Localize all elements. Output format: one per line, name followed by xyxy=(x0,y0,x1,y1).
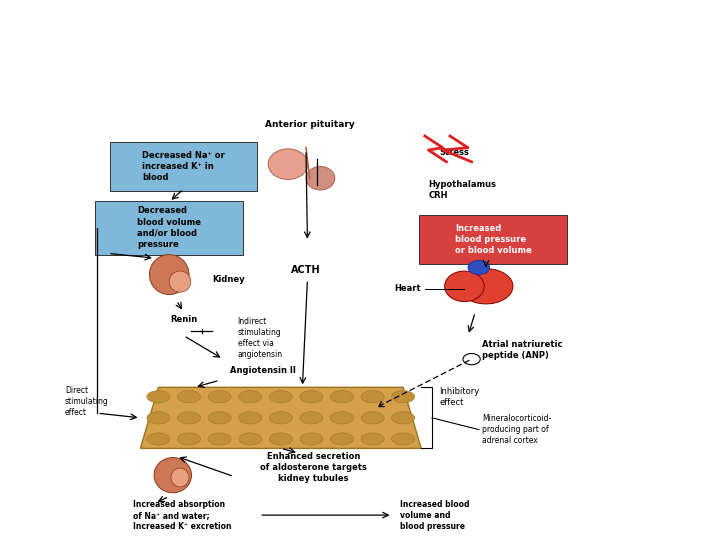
Text: Anterior pituitary: Anterior pituitary xyxy=(265,120,354,129)
Text: Atrial natriuretic
peptide (ANP): Atrial natriuretic peptide (ANP) xyxy=(482,340,563,360)
Text: Increased absorption
of Na⁺ and water;
Increased K⁺ excretion: Increased absorption of Na⁺ and water; I… xyxy=(133,500,232,531)
Ellipse shape xyxy=(169,271,191,292)
Text: Direct
stimulating
effect: Direct stimulating effect xyxy=(65,386,109,417)
Ellipse shape xyxy=(239,411,262,424)
Ellipse shape xyxy=(208,411,231,424)
FancyBboxPatch shape xyxy=(109,142,258,191)
Text: Angiotensin II: Angiotensin II xyxy=(230,366,296,375)
Ellipse shape xyxy=(392,411,415,424)
Ellipse shape xyxy=(268,149,308,179)
FancyBboxPatch shape xyxy=(95,200,243,254)
Ellipse shape xyxy=(147,433,170,445)
Text: Hypothalamus
CRH: Hypothalamus CRH xyxy=(428,180,496,200)
Ellipse shape xyxy=(300,411,323,424)
Ellipse shape xyxy=(239,433,262,445)
Text: ACTH: ACTH xyxy=(291,265,321,275)
Ellipse shape xyxy=(300,433,323,445)
Text: Heart: Heart xyxy=(395,284,421,293)
Text: Hormones of the Adrenal Cortex: Hormones of the Adrenal Cortex xyxy=(22,22,680,56)
Ellipse shape xyxy=(361,411,384,424)
FancyBboxPatch shape xyxy=(419,215,567,264)
Ellipse shape xyxy=(330,390,354,403)
Ellipse shape xyxy=(269,411,292,424)
Text: Stress: Stress xyxy=(439,148,469,157)
Ellipse shape xyxy=(177,390,200,403)
Ellipse shape xyxy=(208,390,231,403)
Text: Renin: Renin xyxy=(170,315,197,323)
Text: Decreased Na⁺ or
increased K⁺ in
blood: Decreased Na⁺ or increased K⁺ in blood xyxy=(143,151,225,182)
Ellipse shape xyxy=(361,433,384,445)
Ellipse shape xyxy=(269,390,292,403)
Ellipse shape xyxy=(330,411,354,424)
Ellipse shape xyxy=(269,433,292,445)
Text: Enhanced secretion
of aldosterone targets
kidney tubules: Enhanced secretion of aldosterone target… xyxy=(260,451,366,483)
Text: Kidney: Kidney xyxy=(212,275,245,284)
Ellipse shape xyxy=(147,390,170,403)
Ellipse shape xyxy=(392,433,415,445)
Text: Mineralocorticoid-
producing part of
adrenal cortex: Mineralocorticoid- producing part of adr… xyxy=(482,414,552,445)
Ellipse shape xyxy=(177,411,200,424)
Ellipse shape xyxy=(171,468,189,487)
Ellipse shape xyxy=(444,271,485,301)
Ellipse shape xyxy=(468,260,490,274)
Ellipse shape xyxy=(154,457,192,493)
Text: Decreased
blood volume
and/or blood
pressure: Decreased blood volume and/or blood pres… xyxy=(138,206,201,249)
Ellipse shape xyxy=(147,411,170,424)
Ellipse shape xyxy=(208,433,231,445)
Polygon shape xyxy=(140,387,421,448)
Ellipse shape xyxy=(330,433,354,445)
Ellipse shape xyxy=(459,269,513,304)
Text: Inhibitory
effect: Inhibitory effect xyxy=(439,387,480,407)
Ellipse shape xyxy=(239,390,262,403)
Ellipse shape xyxy=(150,254,189,294)
Ellipse shape xyxy=(361,390,384,403)
Text: Increased
blood pressure
or blood volume: Increased blood pressure or blood volume xyxy=(455,224,531,255)
Ellipse shape xyxy=(306,166,335,190)
Ellipse shape xyxy=(300,390,323,403)
Text: Indirect
stimulating
effect via
angiotensin: Indirect stimulating effect via angioten… xyxy=(238,317,283,359)
Ellipse shape xyxy=(392,390,415,403)
Text: Increased blood
volume and
blood pressure: Increased blood volume and blood pressur… xyxy=(400,500,469,531)
Ellipse shape xyxy=(177,433,200,445)
